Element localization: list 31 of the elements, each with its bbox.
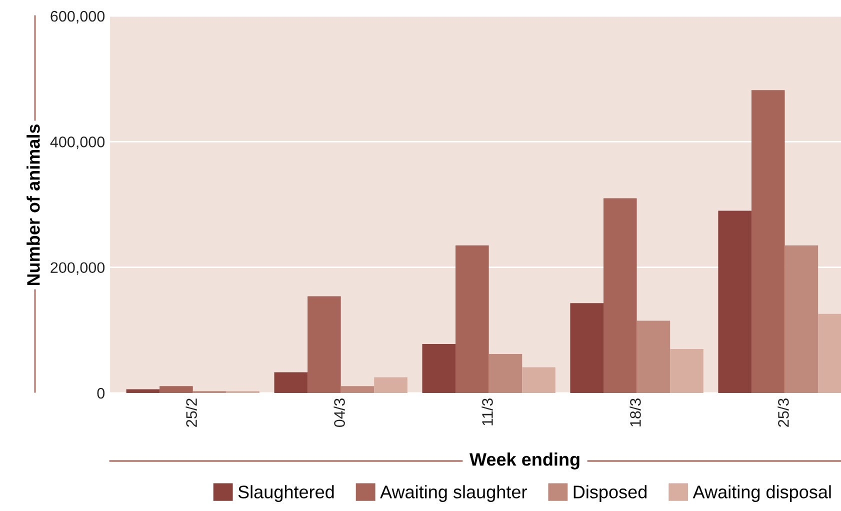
legend-label: Disposed xyxy=(574,485,646,502)
y-axis-title: Number of animals xyxy=(26,124,40,286)
x-tick-label: 18/3 xyxy=(630,398,641,426)
x-tick-label: 25/2 xyxy=(186,398,197,427)
bar xyxy=(160,386,193,393)
bar xyxy=(604,198,637,393)
y-tick-label: 200,000 xyxy=(50,262,105,275)
legend-label: Slaughtered xyxy=(238,485,334,502)
legend-label: Awaiting disposal xyxy=(692,485,831,502)
bar xyxy=(308,296,341,393)
bar xyxy=(374,377,408,393)
bar xyxy=(570,303,604,393)
x-tick-label: 25/3 xyxy=(778,398,789,427)
y-tick-label: 0 xyxy=(97,388,105,399)
x-tick-label: 11/3 xyxy=(482,398,493,426)
y-tick-label: 400,000 xyxy=(50,136,105,150)
y-tick-label: 600,000 xyxy=(50,10,105,24)
x-tick-label: 04/3 xyxy=(334,398,345,427)
bar xyxy=(751,90,785,393)
x-axis-title: Week ending xyxy=(470,452,580,470)
bar xyxy=(522,367,556,393)
bar xyxy=(718,210,752,393)
bar xyxy=(670,349,704,393)
bar xyxy=(488,354,522,393)
bar xyxy=(340,386,374,393)
legend-label: Awaiting slaughter xyxy=(380,485,527,502)
bar xyxy=(126,389,160,393)
bar xyxy=(422,344,456,393)
bar xyxy=(274,372,308,393)
bar xyxy=(456,245,489,393)
bar xyxy=(636,320,670,393)
